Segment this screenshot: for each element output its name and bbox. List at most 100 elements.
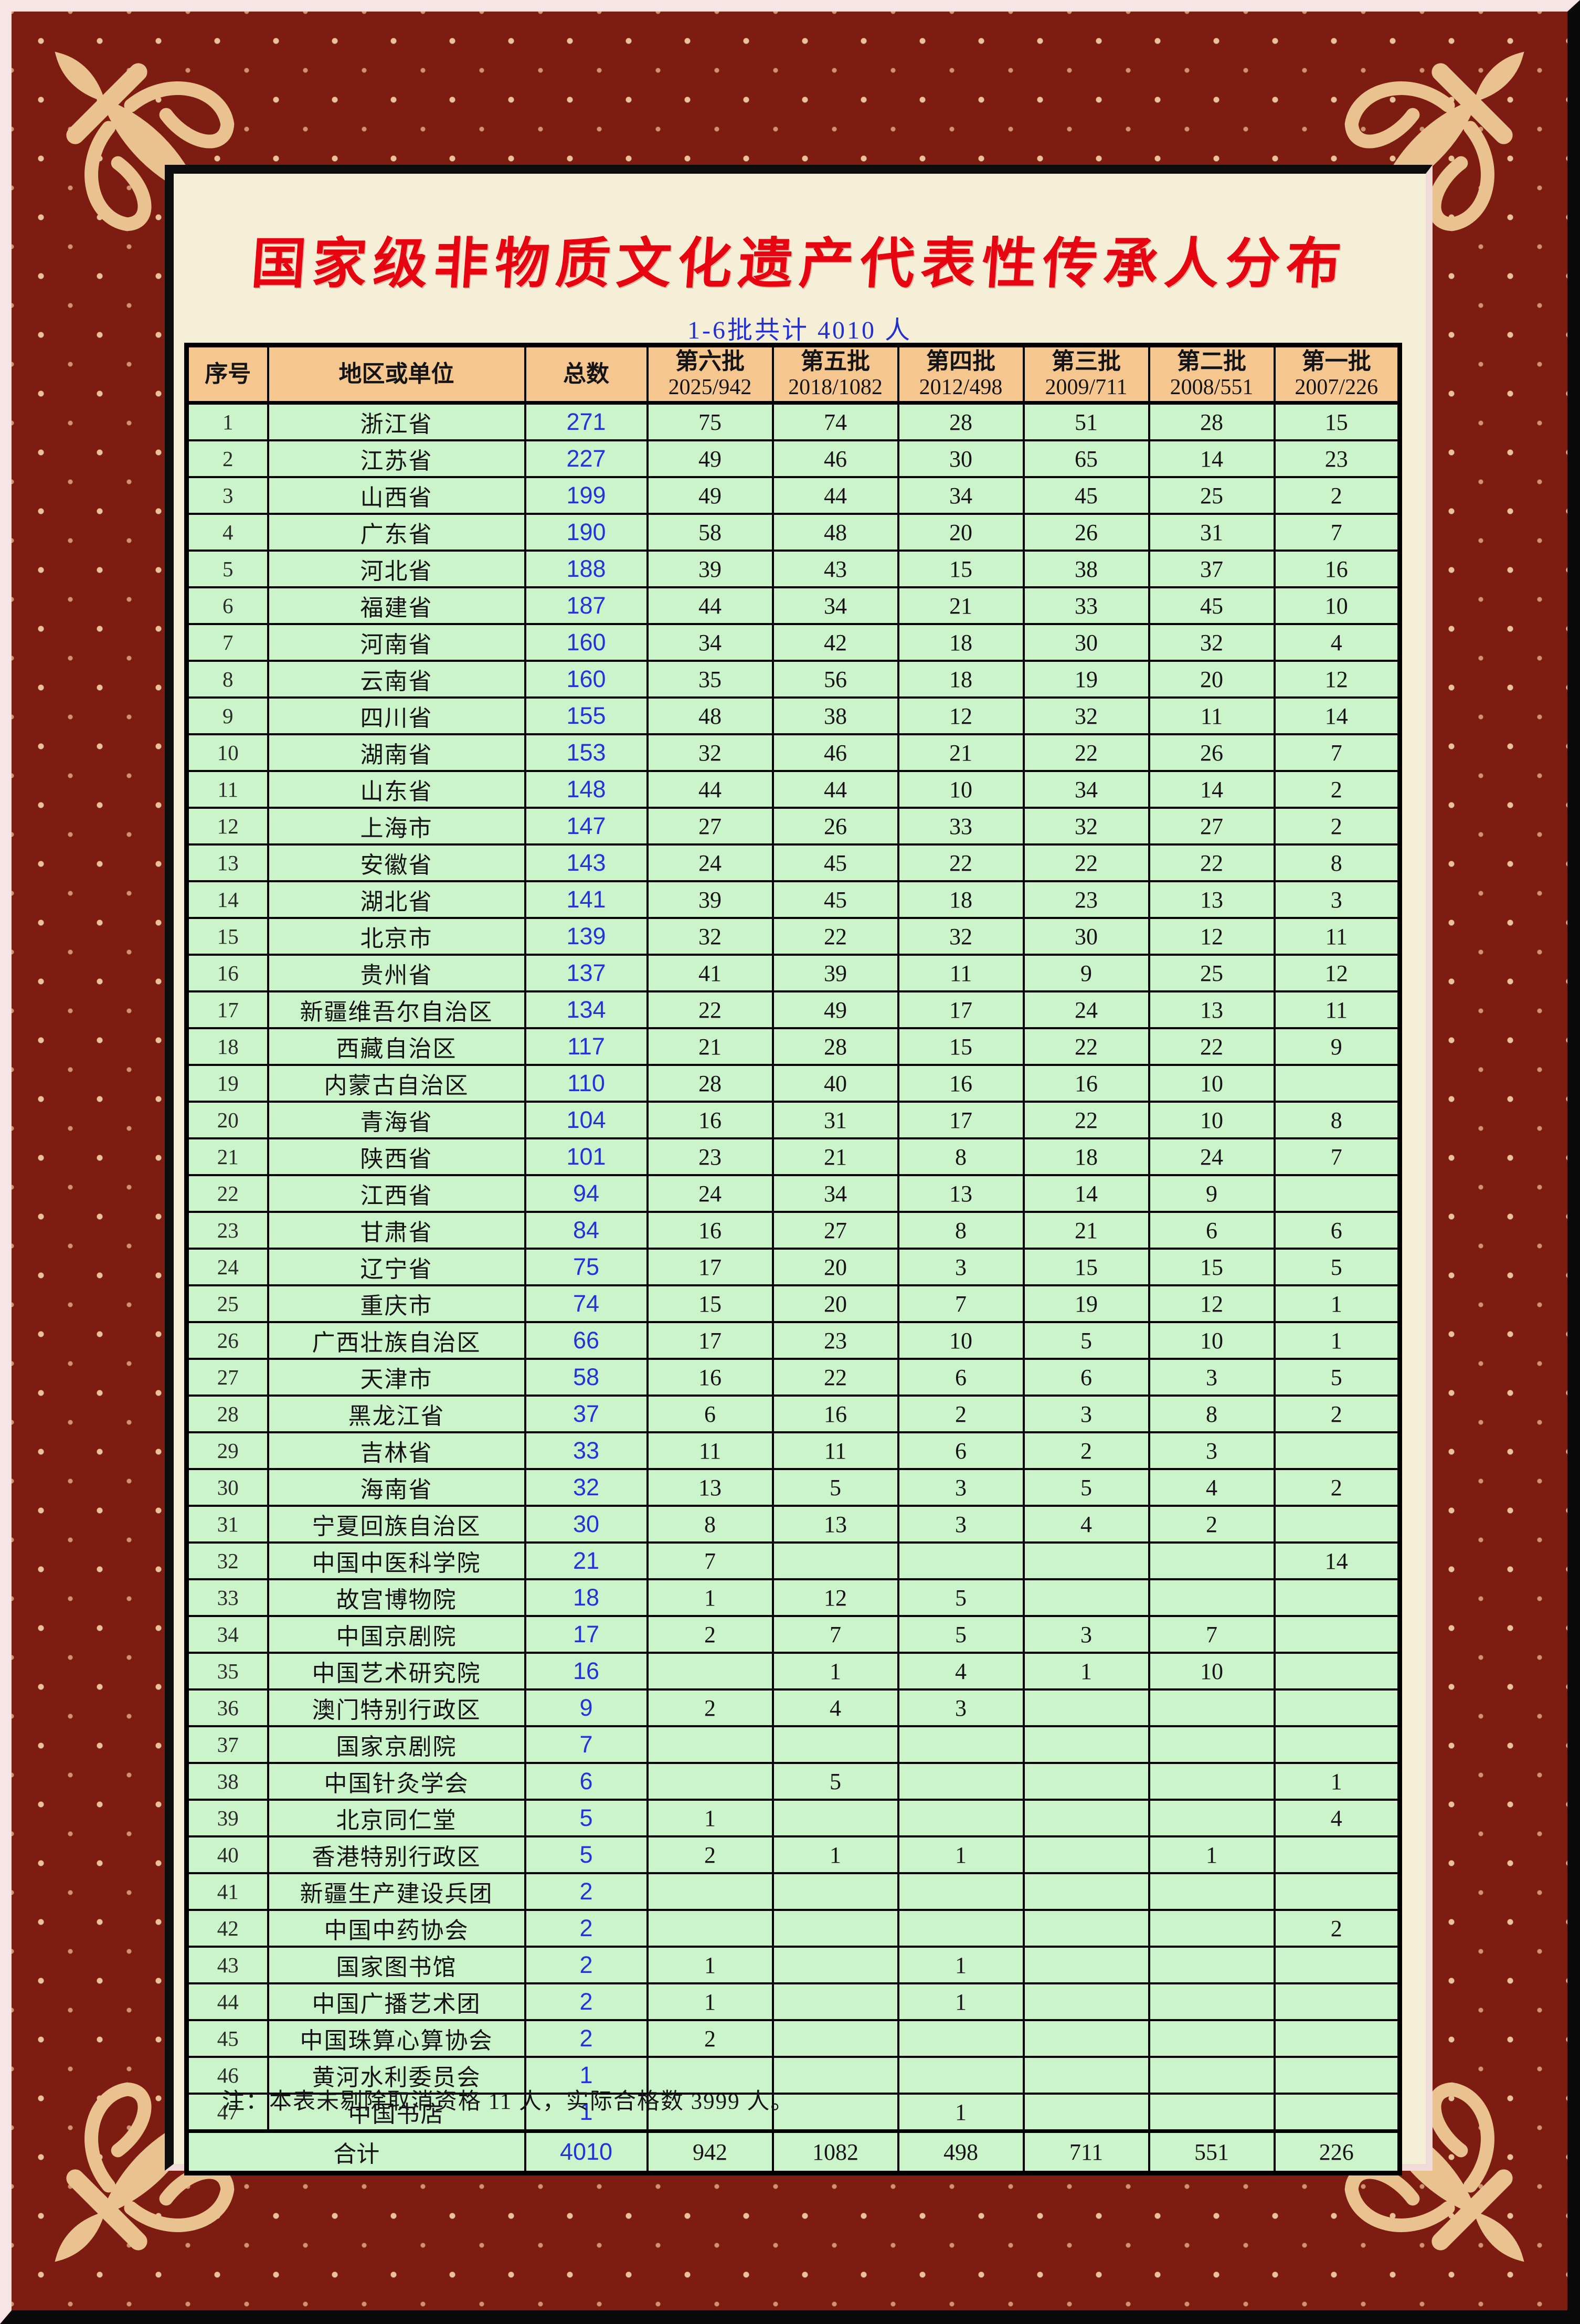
cell-b6: 7: [646, 1541, 774, 1580]
cell-b2: 12: [1148, 917, 1276, 956]
cell-b4: 10: [897, 1321, 1025, 1360]
table-row: 46 黄河水利委员会 1: [185, 2056, 1401, 2095]
cell-total: 16: [524, 1652, 649, 1691]
cell-total: 5: [524, 1835, 649, 1874]
cell-b6: 24: [646, 843, 774, 882]
header-batch-3: 第三批 2009/711: [1022, 344, 1150, 405]
cell-total: 104: [524, 1101, 649, 1139]
cell-b3: 15: [1022, 1248, 1150, 1286]
cell-b4: [897, 1909, 1025, 1948]
cell-total: 190: [524, 513, 649, 552]
table-row: 28 黑龙江省 37 6 16 2 3 8 2: [185, 1395, 1401, 1433]
cell-total: 7: [524, 1725, 649, 1764]
cell-total: 84: [524, 1211, 649, 1250]
table-row: 9 四川省 155 48 38 12 32 11 14: [185, 696, 1401, 735]
cell-b3-total: 711: [1022, 2129, 1150, 2174]
cell-b4: [897, 1762, 1025, 1801]
cell-b4: 30: [897, 439, 1025, 478]
cell-b1: 5: [1273, 1248, 1401, 1286]
cell-total: 141: [524, 880, 649, 919]
cell-region: 新疆维吾尔自治区: [267, 990, 526, 1029]
cell-b5: 42: [771, 623, 899, 662]
cell-region: 浙江省: [267, 402, 526, 441]
table-row: 2 江苏省 227 49 46 30 65 14 23: [185, 439, 1401, 478]
cell-no: 9: [185, 696, 269, 735]
cell-b5: 7: [771, 1615, 899, 1654]
cell-b1: 12: [1273, 954, 1401, 992]
table-row: 37 国家京剧院 7: [185, 1725, 1401, 1764]
cell-b5: [771, 1946, 899, 1984]
cell-no: 10: [185, 733, 269, 772]
cell-total: 101: [524, 1137, 649, 1176]
cell-b4: 5: [897, 1578, 1025, 1617]
inheritors-table: 序号 地区或单位 总数 第六批 2025/942 第五批 2018/1082 第…: [184, 343, 1402, 2175]
cell-b2: 15: [1148, 1248, 1276, 1286]
cell-no: 25: [185, 1284, 269, 1323]
cell-region: 青海省: [267, 1101, 526, 1139]
cell-b4: 3: [897, 1505, 1025, 1544]
cell-b3: [1022, 1578, 1150, 1617]
cell-total: 30: [524, 1505, 649, 1544]
cell-b1: [1273, 1174, 1401, 1213]
cell-no: 39: [185, 1799, 269, 1837]
cell-b3: 30: [1022, 623, 1150, 662]
cell-region: 中国艺术研究院: [267, 1652, 526, 1691]
cell-b3: [1022, 2019, 1150, 2058]
table-row: 22 江西省 94 24 34 13 14 9: [185, 1174, 1401, 1213]
cell-total: 21: [524, 1541, 649, 1580]
cell-no: 7: [185, 623, 269, 662]
cell-b3: 2: [1022, 1431, 1150, 1470]
cell-region: 海南省: [267, 1468, 526, 1507]
cell-total: 117: [524, 1027, 649, 1066]
cell-b3: 38: [1022, 550, 1150, 588]
cell-b6: 2: [646, 1835, 774, 1874]
cell-b2: 20: [1148, 660, 1276, 699]
cell-region: 中国书店: [267, 2093, 526, 2132]
cell-b2: 11: [1148, 696, 1276, 735]
cell-b5: 23: [771, 1321, 899, 1360]
cell-b1: 12: [1273, 660, 1401, 699]
cell-b5: 5: [771, 1762, 899, 1801]
cell-b2: 45: [1148, 586, 1276, 625]
table-row: 16 贵州省 137 41 39 11 9 25 12: [185, 954, 1401, 992]
cell-total: 137: [524, 954, 649, 992]
table-row: 23 甘肃省 84 16 27 8 21 6 6: [185, 1211, 1401, 1250]
cell-b3: 22: [1022, 733, 1150, 772]
table-row: 10 湖南省 153 32 46 21 22 26 7: [185, 733, 1401, 772]
cell-b2: 24: [1148, 1137, 1276, 1176]
cell-region: 吉林省: [267, 1431, 526, 1470]
batch-year: 2009/711: [1045, 375, 1128, 400]
cell-b2: 12: [1148, 1284, 1276, 1323]
cell-b5: 21: [771, 1137, 899, 1176]
cell-total: 139: [524, 917, 649, 956]
cell-b3: 45: [1022, 476, 1150, 515]
table-row: 47 中国书店 1 1: [185, 2093, 1401, 2132]
table-row: 15 北京市 139 32 22 32 30 12 11: [185, 917, 1401, 956]
cell-total: 188: [524, 550, 649, 588]
cell-b4: 2: [897, 1395, 1025, 1433]
cell-b4: 8: [897, 1211, 1025, 1250]
cell-b5: [771, 2093, 899, 2132]
cell-b5: 44: [771, 476, 899, 515]
cell-total: 37: [524, 1395, 649, 1433]
cell-b4: 18: [897, 660, 1025, 699]
cell-region: 中国珠算心算协会: [267, 2019, 526, 2058]
cell-b1: [1273, 1652, 1401, 1691]
cell-b5: 22: [771, 1358, 899, 1397]
cell-b5: [771, 1872, 899, 1911]
cell-region: 澳门特别行政区: [267, 1688, 526, 1727]
cell-b6: 8: [646, 1505, 774, 1544]
cell-b6: 6: [646, 1395, 774, 1433]
table-row: 36 澳门特别行政区 9 2 4 3: [185, 1688, 1401, 1727]
cell-no: 43: [185, 1946, 269, 1984]
cell-total: 1: [524, 2056, 649, 2095]
batch-name: 第五批: [801, 348, 870, 374]
cell-b1: [1273, 1982, 1401, 2021]
cell-b5: 31: [771, 1101, 899, 1139]
cell-no: 31: [185, 1505, 269, 1544]
batch-year: 2018/1082: [788, 375, 883, 400]
cell-no: 33: [185, 1578, 269, 1617]
cell-b1: 1: [1273, 1284, 1401, 1323]
table-row: 31 宁夏回族自治区 30 8 13 3 4 2: [185, 1505, 1401, 1544]
cell-b4: 18: [897, 623, 1025, 662]
